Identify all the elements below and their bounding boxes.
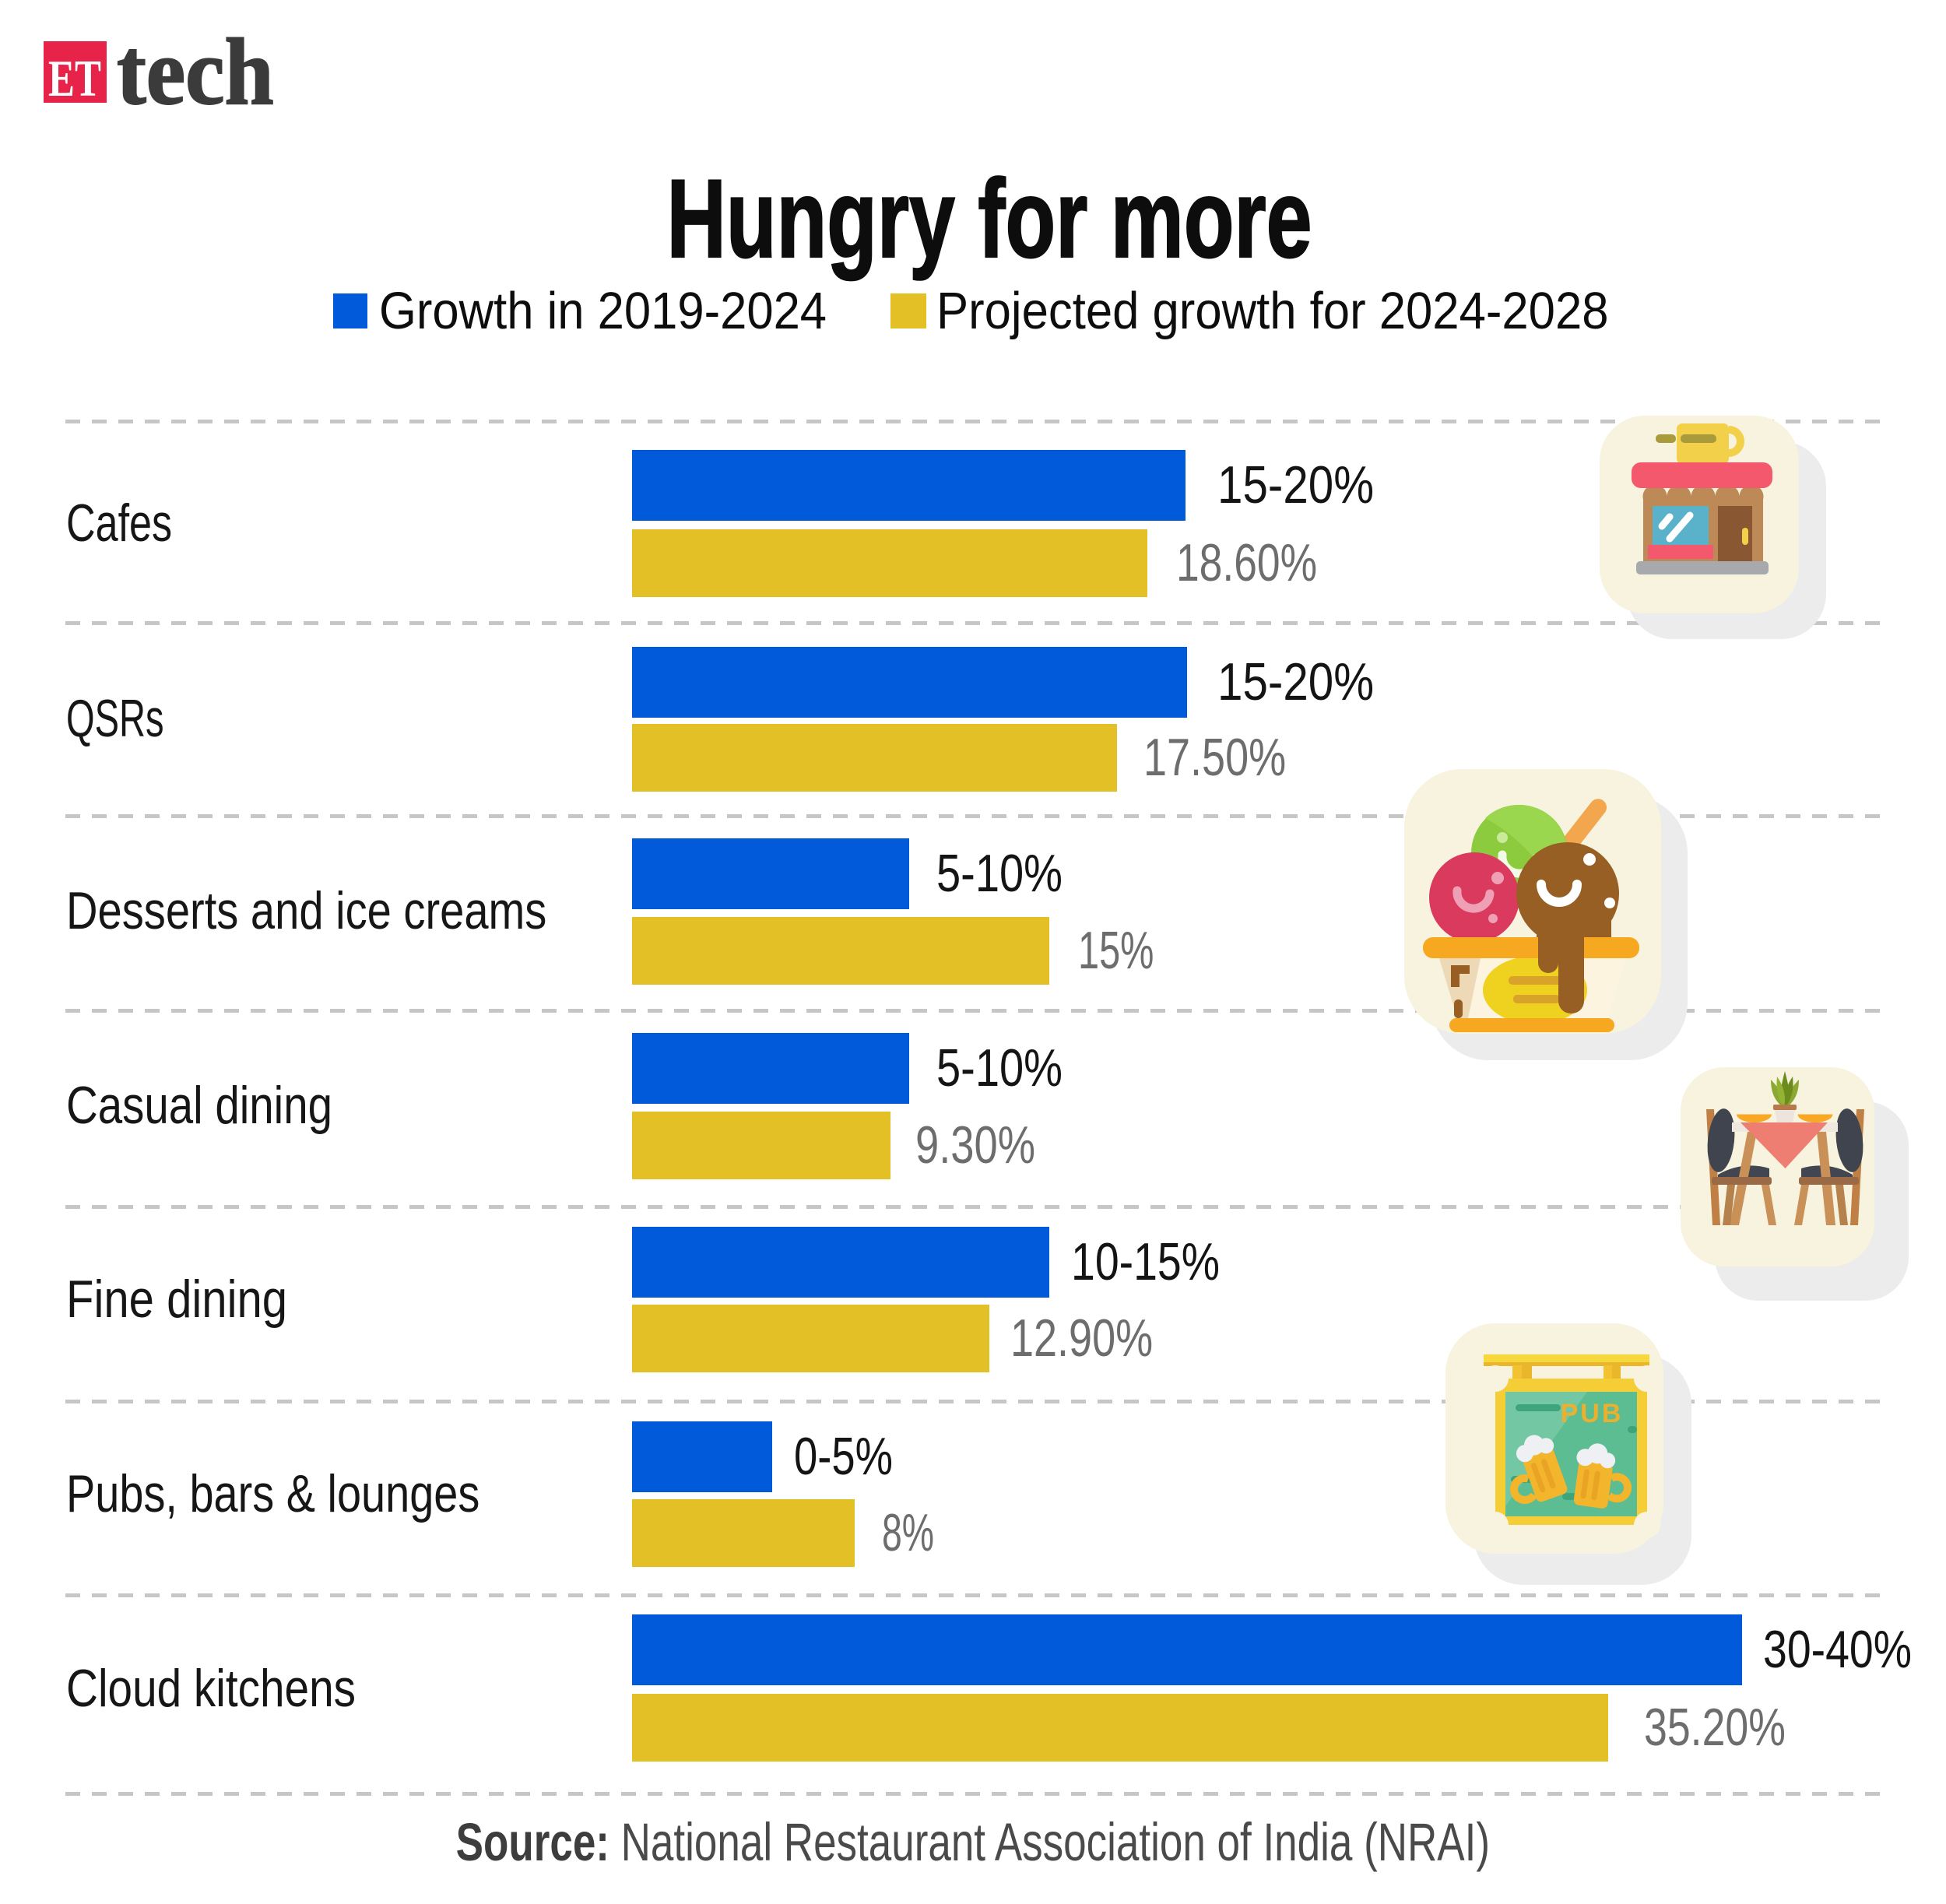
svg-text:PUB: PUB [1561,1399,1624,1428]
